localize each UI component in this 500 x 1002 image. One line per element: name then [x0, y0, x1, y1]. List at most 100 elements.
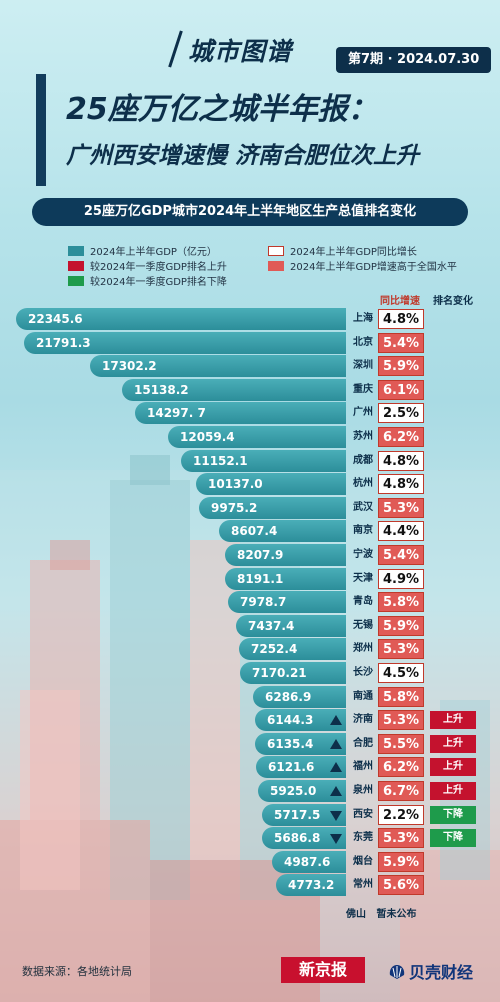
city-label: 泉州: [353, 785, 373, 796]
growth-rate-label: 5.6%: [378, 875, 424, 896]
city-label: 烟台: [353, 855, 373, 867]
rank-up-triangle-icon: [330, 738, 342, 749]
gdp-value-label: 22345.6: [28, 312, 83, 326]
gdp-value-label: 10137.0: [208, 477, 263, 492]
rank-change-badge: 上升: [430, 758, 476, 777]
city-label: 长沙: [353, 667, 373, 678]
shell-icon: [389, 965, 405, 979]
legend-item-above-national: 2024年上半年GDP增速高于全国水平: [268, 261, 457, 275]
gdp-bar: [240, 662, 346, 684]
gdp-value-label: 6135.4: [267, 736, 314, 751]
issue-badge: 第7期 · 2024.07.30: [336, 47, 492, 73]
gdp-bar: [228, 591, 346, 614]
city-label: 宁波: [353, 549, 373, 560]
legend-swatch-gdp: [68, 246, 84, 256]
growth-rate-label: 5.9%: [378, 851, 424, 872]
growth-rate-label: 5.4%: [378, 332, 424, 353]
chart-row: 11152.1 成都 4.8%: [0, 449, 500, 472]
chart-row: 8207.9 宁波 5.4%: [0, 544, 500, 566]
legend-label-gdp: 2024年上半年GDP（亿元）: [90, 247, 217, 258]
legend-label-rank-up: 较2024年一季度GDP排名上升: [90, 262, 227, 273]
gdp-bar: [24, 331, 346, 354]
growth-rate-label: 5.3%: [378, 710, 424, 731]
gdp-value-label: 12059.4: [180, 430, 235, 444]
city-label: 上海: [353, 313, 373, 324]
gdp-bar: [262, 803, 346, 826]
newspaper-logo: 新京报: [281, 957, 365, 983]
chart-row: 4773.2 常州 5.6%: [0, 874, 500, 897]
gdp-value-label: 5717.5: [274, 807, 321, 822]
rank-change-badge: 上升: [430, 711, 476, 730]
growth-rate-label: 4.9%: [378, 568, 424, 589]
growth-rate-label: 5.8%: [378, 592, 424, 613]
legend-swatch-growth: [268, 246, 284, 256]
beike-logo: 贝壳财经: [388, 959, 473, 983]
gdp-bar: [272, 850, 346, 873]
legend-label-growth: 2024年上半年GDP同比增长: [290, 247, 417, 258]
growth-rate-label: 5.9%: [378, 356, 424, 377]
chart-row: 9975.2 武汉 5.3%: [0, 496, 500, 519]
rank-down-triangle-icon: [330, 810, 342, 821]
gdp-value-label: 6121.6: [268, 760, 315, 775]
gdp-value-label: 21791.3: [36, 335, 91, 350]
growth-rate-label: 6.7%: [378, 781, 424, 801]
headline-accent-bar: [36, 74, 46, 186]
legend-label-above-national: 2024年上半年GDP增速高于全国水平: [290, 262, 457, 273]
chart-row: 6286.9 南通 5.8%: [0, 685, 500, 708]
legend-item-growth: 2024年上半年GDP同比增长: [268, 246, 417, 260]
gdp-bar: [255, 709, 346, 732]
legend-swatch-rank-down: [68, 276, 84, 286]
gdp-bar: [253, 685, 346, 708]
city-label: 郑州: [353, 643, 373, 655]
city-label: 常州: [353, 879, 373, 891]
city-label: 南通: [353, 690, 373, 702]
chart-row: 22345.6 上海 4.8%: [0, 308, 500, 330]
headline-line-1: 25座万亿之城半年报：: [66, 92, 378, 127]
gdp-value-label: 8191.1: [237, 571, 284, 586]
beike-logo-text: 贝壳财经: [409, 963, 474, 982]
data-source-note: 数据来源：各地统计局: [22, 965, 132, 978]
growth-rate-label: 5.3%: [378, 828, 424, 849]
gdp-bar: [262, 827, 346, 850]
growth-rate-label: 4.8%: [378, 450, 424, 471]
legend-swatch-rank-up: [68, 261, 84, 271]
gdp-value-label: 5925.0: [270, 784, 317, 798]
city-label: 福州: [353, 761, 373, 773]
rank-change-badge: 上升: [430, 734, 476, 753]
city-label: 济南: [353, 714, 373, 726]
gdp-value-label: 9975.2: [211, 500, 258, 515]
city-label: 青岛: [353, 596, 373, 608]
gdp-value-label: 17302.2: [102, 359, 157, 374]
rank-change-badge: 下降: [430, 805, 476, 824]
growth-rate-label: 5.3%: [378, 497, 424, 518]
rank-change-badge: 上升: [430, 782, 476, 800]
gdp-bar: [168, 426, 346, 448]
chart-row: 6144.3 济南 5.3% 上升: [0, 709, 500, 732]
gdp-value-label: 11152.1: [193, 453, 248, 468]
gdp-value-label: 7252.4: [251, 642, 298, 657]
legend-swatch-above-national: [268, 261, 284, 271]
rank-down-triangle-icon: [330, 834, 342, 845]
chart-row: 10137.0 杭州 4.8%: [0, 473, 500, 496]
growth-rate-label: 2.5%: [378, 403, 424, 424]
chart-row: 5925.0 泉州 6.7% 上升: [0, 780, 500, 802]
gdp-bar: [135, 402, 346, 425]
growth-rate-label: 4.4%: [378, 521, 424, 542]
chart-row: 7170.21 长沙 4.5%: [0, 662, 500, 684]
gdp-bar: [258, 780, 346, 802]
gdp-value-label: 7978.7: [240, 595, 287, 610]
gdp-value-label: 8207.9: [237, 548, 284, 562]
gdp-bar: [255, 732, 346, 755]
growth-rate-label: 6.2%: [378, 427, 424, 447]
chart-row: 7437.4 无锡 5.9%: [0, 614, 500, 637]
growth-rate-label: 4.8%: [378, 309, 424, 329]
gdp-bar: [225, 567, 346, 590]
chart-row: 15138.2 重庆 6.1%: [0, 378, 500, 401]
chart-row: 5686.8 东莞 5.3% 下降: [0, 827, 500, 850]
city-label: 广州: [353, 407, 373, 419]
column-header-rank-change: 排名变化: [433, 296, 473, 307]
chart-row: 8607.4 南京 4.4%: [0, 520, 500, 543]
gdp-value-label: 14297. 7: [147, 406, 206, 421]
gdp-bar: [276, 874, 346, 897]
